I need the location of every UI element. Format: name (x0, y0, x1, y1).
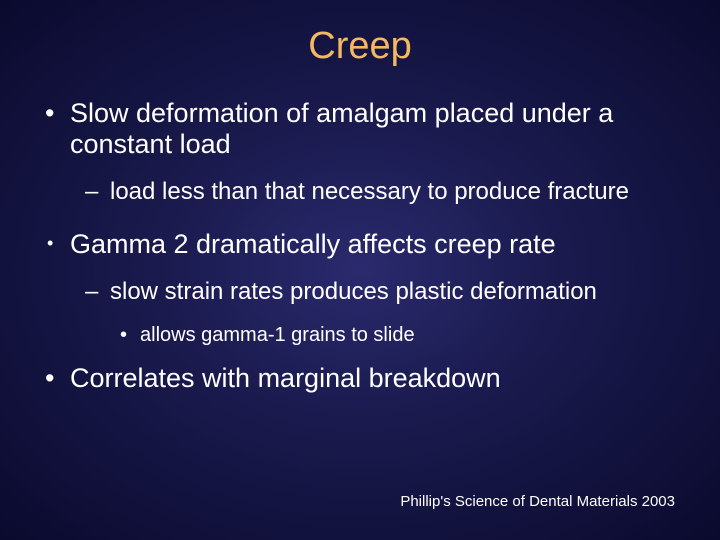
bullet-sub-item: load less than that necessary to produce… (40, 178, 680, 207)
bullet-item: Gamma 2 dramatically affects creep rate (40, 229, 680, 260)
bullet-sub-sub-item: allows gamma-1 grains to slide (40, 323, 680, 347)
bullet-list: Slow deformation of amalgam placed under… (40, 98, 680, 394)
slide-container: Creep Slow deformation of amalgam placed… (0, 0, 720, 540)
bullet-item: Correlates with marginal breakdown (40, 363, 680, 394)
bullet-sub-item: slow strain rates produces plastic defor… (40, 278, 680, 307)
slide-title: Creep (40, 25, 680, 68)
footer-citation: Phillip's Science of Dental Materials 20… (400, 493, 675, 510)
bullet-item: Slow deformation of amalgam placed under… (40, 98, 680, 160)
